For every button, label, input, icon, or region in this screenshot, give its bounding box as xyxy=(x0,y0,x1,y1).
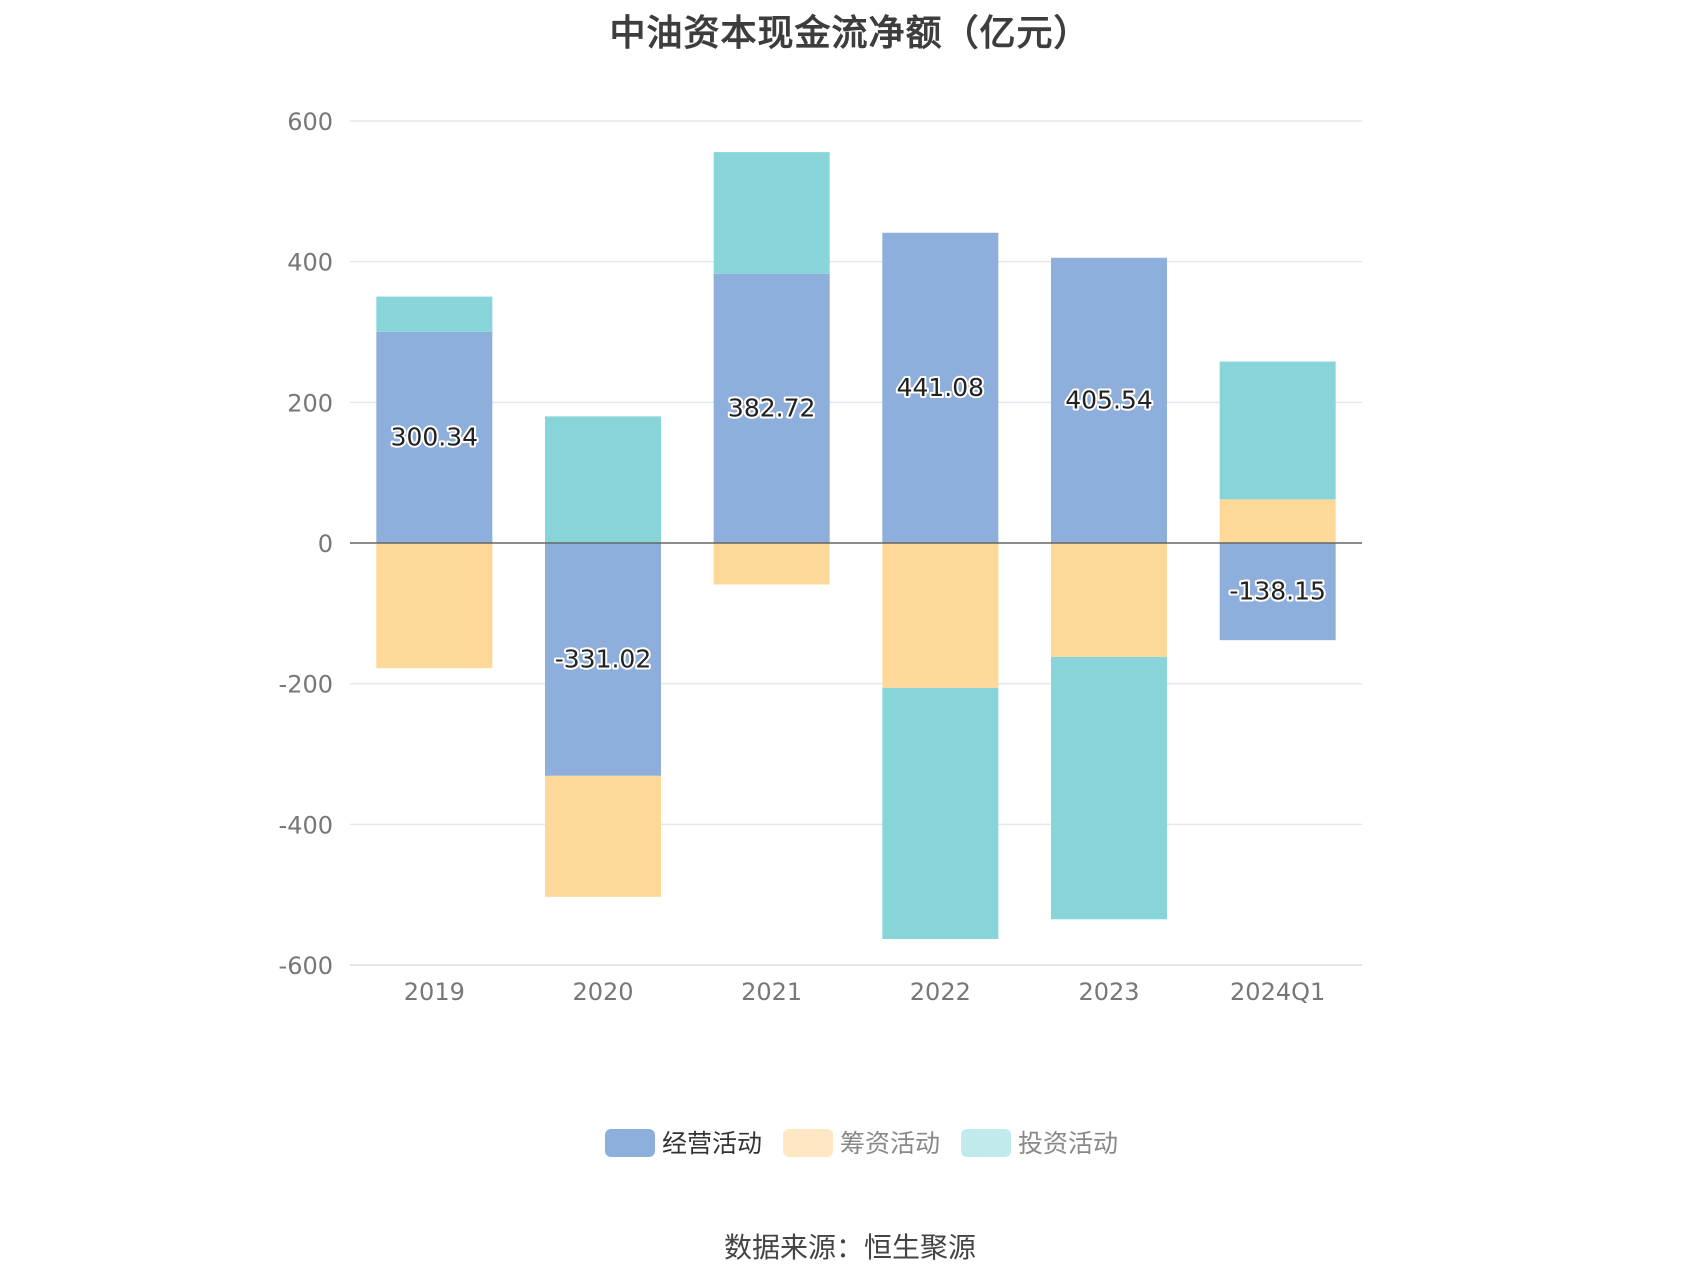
y-tick-label: -600 xyxy=(279,952,333,980)
y-tick-label: 600 xyxy=(287,108,333,136)
x-tick-label: 2022 xyxy=(910,978,971,1006)
bar-筹资活动-2022 xyxy=(882,543,999,688)
data-label: 441.08 xyxy=(897,373,984,402)
y-tick-label: 0 xyxy=(318,530,333,558)
x-tick-label: 2019 xyxy=(404,978,465,1006)
bar-投资活动-2022 xyxy=(882,687,999,939)
bar-经营活动-2019 xyxy=(376,331,493,543)
legend: 经营活动 筹资活动 投资活动 xyxy=(605,1129,1118,1158)
data-labels: 300.34 -331.02 382.72 441.08 405.54 -138.15 xyxy=(389,371,1328,676)
bar-投资活动-2024Q1 xyxy=(1219,361,1336,500)
bar-投资活动-2019 xyxy=(376,296,493,332)
bar-筹资活动-2024Q1 xyxy=(1219,499,1336,543)
chart-title: 中油资本现金流净额（亿元） xyxy=(609,13,1091,54)
bar-投资活动-2020 xyxy=(545,416,661,543)
bar-经营活动-2021 xyxy=(713,273,830,543)
bar-筹资活动-2021 xyxy=(713,543,830,585)
legend-label[interactable]: 筹资活动 xyxy=(840,1129,940,1158)
bars xyxy=(376,152,1336,939)
data-label: -331.02 xyxy=(555,644,652,673)
legend-swatch[interactable] xyxy=(605,1129,655,1157)
legend-swatch[interactable] xyxy=(783,1129,833,1157)
bar-投资活动-2021 xyxy=(713,152,830,274)
source-note: 数据来源：恒生聚源 xyxy=(723,1231,976,1264)
data-label: 382.72 xyxy=(728,393,815,422)
bar-经营活动-2022 xyxy=(882,232,999,543)
data-label: 300.34 xyxy=(391,422,478,451)
x-tick-label: 2024Q1 xyxy=(1230,978,1325,1006)
y-tick-label: 400 xyxy=(287,249,333,277)
x-tick-label: 2021 xyxy=(741,978,802,1006)
data-label: 405.54 xyxy=(1065,385,1152,414)
bar-经营活动-2023 xyxy=(1051,257,1167,543)
bar-筹资活动-2023 xyxy=(1051,543,1167,657)
data-label: -138.15 xyxy=(1229,577,1326,606)
bar-经营活动-2020 xyxy=(545,543,661,776)
x-tick-label: 2023 xyxy=(1078,978,1139,1006)
axes: 600 400 200 0 -200 -400 -600 2019 2020 2021 2022 20… xyxy=(279,108,1362,1006)
y-tick-label: -400 xyxy=(279,811,333,839)
legend-label[interactable]: 投资活动 xyxy=(1018,1129,1118,1158)
bar-经营活动-2024Q1 xyxy=(1219,543,1336,641)
y-tick-label: -200 xyxy=(279,671,333,699)
y-tick-label: 200 xyxy=(287,389,333,417)
x-tick-label: 2020 xyxy=(572,978,633,1006)
legend-swatch[interactable] xyxy=(961,1129,1011,1157)
bar-筹资活动-2019 xyxy=(376,543,493,669)
legend-label[interactable]: 经营活动 xyxy=(662,1129,762,1158)
bar-投资活动-2023 xyxy=(1051,656,1167,920)
bar-筹资活动-2020 xyxy=(545,775,661,897)
